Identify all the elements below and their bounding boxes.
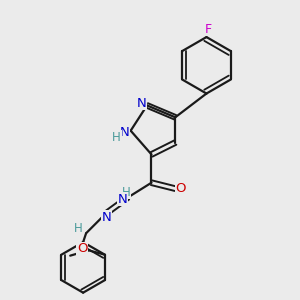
Text: H: H: [74, 222, 82, 235]
Text: H: H: [112, 131, 121, 144]
Text: H: H: [122, 186, 130, 199]
Text: N: N: [118, 193, 127, 206]
Text: O: O: [176, 182, 186, 195]
Text: N: N: [119, 126, 129, 139]
Text: N: N: [137, 97, 147, 110]
Text: F: F: [204, 22, 211, 35]
Text: O: O: [77, 242, 87, 255]
Text: N: N: [102, 211, 112, 224]
